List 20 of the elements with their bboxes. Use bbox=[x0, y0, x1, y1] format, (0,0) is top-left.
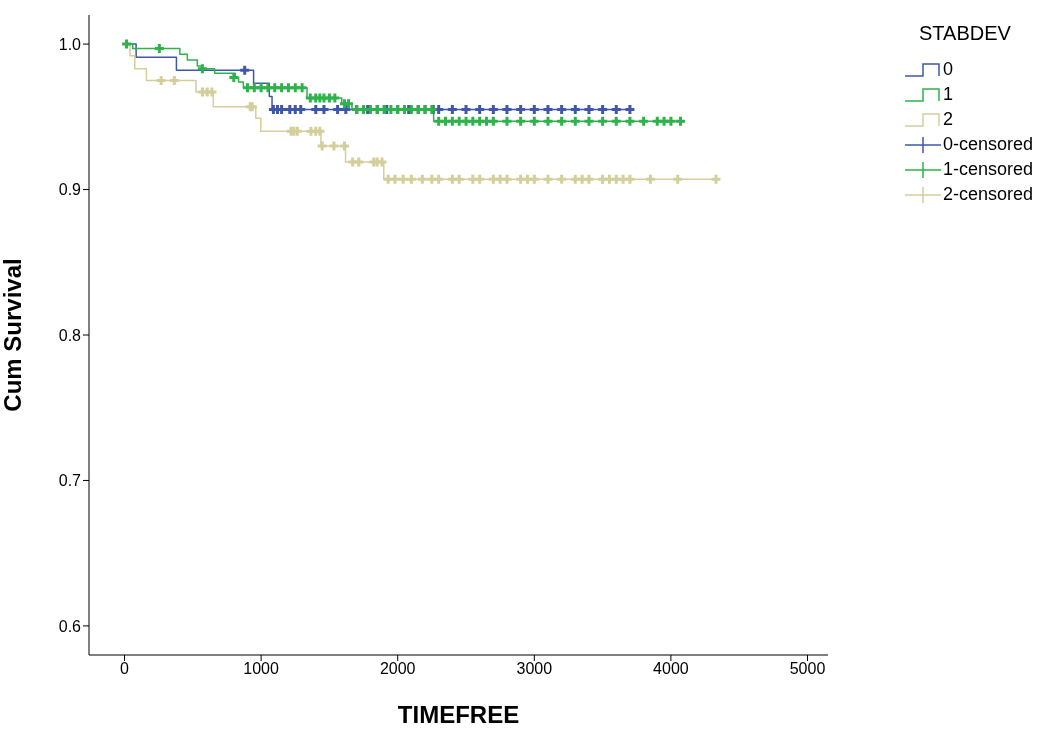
legend-label: 2 bbox=[943, 109, 954, 130]
x-tick-label: 1000 bbox=[243, 660, 280, 678]
x-tick-label: 2000 bbox=[379, 660, 416, 678]
y-axis-title: Cum Survival bbox=[0, 258, 26, 412]
y-tick-label: 0.7 bbox=[58, 472, 82, 490]
legend-label: 1-censored bbox=[943, 159, 1034, 180]
x-tick-label: 0 bbox=[120, 660, 130, 678]
y-tick-label: 0.8 bbox=[58, 326, 82, 344]
legend-label: 1 bbox=[943, 84, 954, 105]
x-tick-label: 4000 bbox=[653, 660, 689, 678]
y-tick-label: 1.0 bbox=[58, 35, 82, 53]
x-tick-label: 5000 bbox=[789, 660, 826, 678]
x-tick-label: 3000 bbox=[516, 660, 553, 678]
legend-label: 0-censored bbox=[943, 134, 1034, 155]
x-axis-title: TIMEFREE bbox=[397, 701, 520, 728]
legend-label: 2-censored bbox=[943, 184, 1034, 205]
legend-title: STABDEV bbox=[919, 22, 1012, 45]
legend-label: 0 bbox=[943, 59, 954, 80]
y-tick-label: 0.9 bbox=[58, 181, 82, 199]
y-tick-label: 0.6 bbox=[58, 617, 82, 635]
